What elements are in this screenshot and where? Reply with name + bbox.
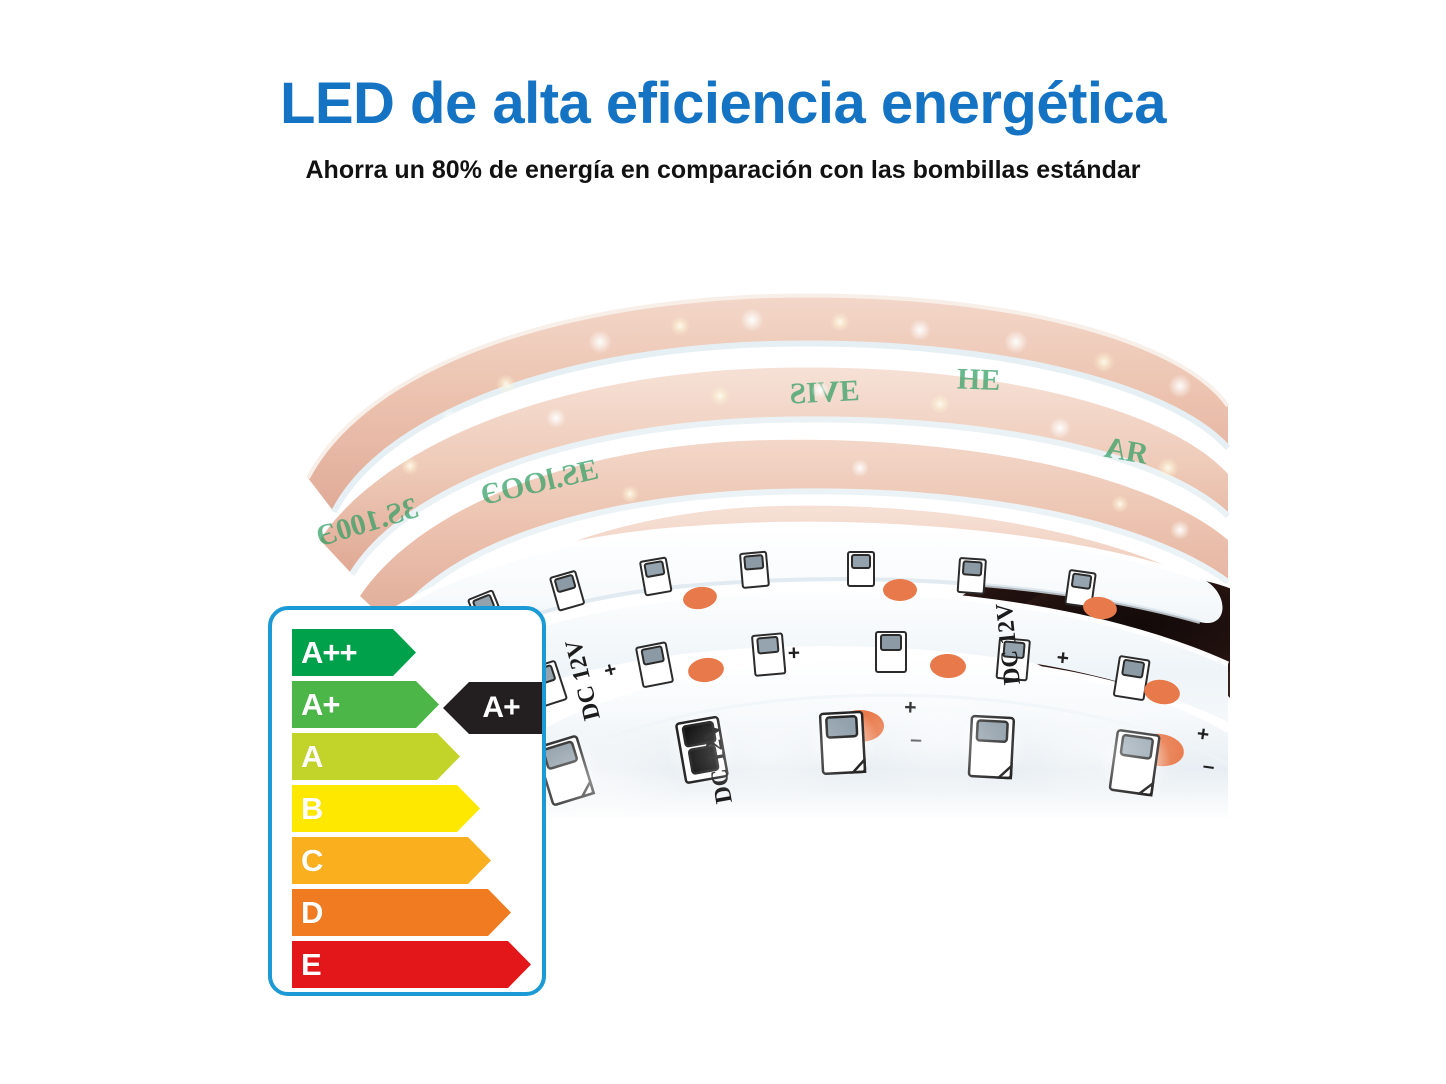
energy-bar-a-plus [292, 681, 439, 728]
led-chips-row-b [427, 631, 1151, 739]
energy-bar-e [292, 941, 531, 988]
svg-text:ЯA: ЯA [1102, 431, 1151, 471]
energy-class-row: C [292, 837, 492, 884]
energy-bar-b [292, 785, 480, 832]
svg-text:ƎH: ƎH [956, 363, 1000, 397]
energy-class-row: E [292, 941, 531, 988]
svg-text:–: – [1201, 754, 1216, 778]
energy-bar-a-plus-plus [292, 629, 416, 676]
energy-class-row: D [292, 889, 511, 936]
energy-class-row: A++ [292, 629, 492, 676]
energy-bar-c [292, 837, 491, 884]
page-title: LED de alta eficiencia energética [279, 71, 1167, 136]
far-led-sparkles [401, 308, 1192, 540]
energy-rating-pointer: A+ [443, 682, 542, 734]
energy-class-row: B [292, 785, 492, 832]
svg-text:+: + [1195, 722, 1210, 746]
energy-bar-d [292, 889, 511, 936]
led-glow-overlay [510, 690, 1190, 818]
page-subtitle: Ahorra un 80% de energía en comparación … [305, 156, 1141, 184]
energy-efficiency-label: A++ A+ A [268, 606, 546, 996]
svg-text:+: + [1055, 646, 1070, 670]
svg-text:+: + [787, 642, 800, 665]
energy-bar-a [292, 733, 460, 780]
svg-text:+: + [602, 658, 619, 683]
energy-class-row: A [292, 733, 492, 780]
